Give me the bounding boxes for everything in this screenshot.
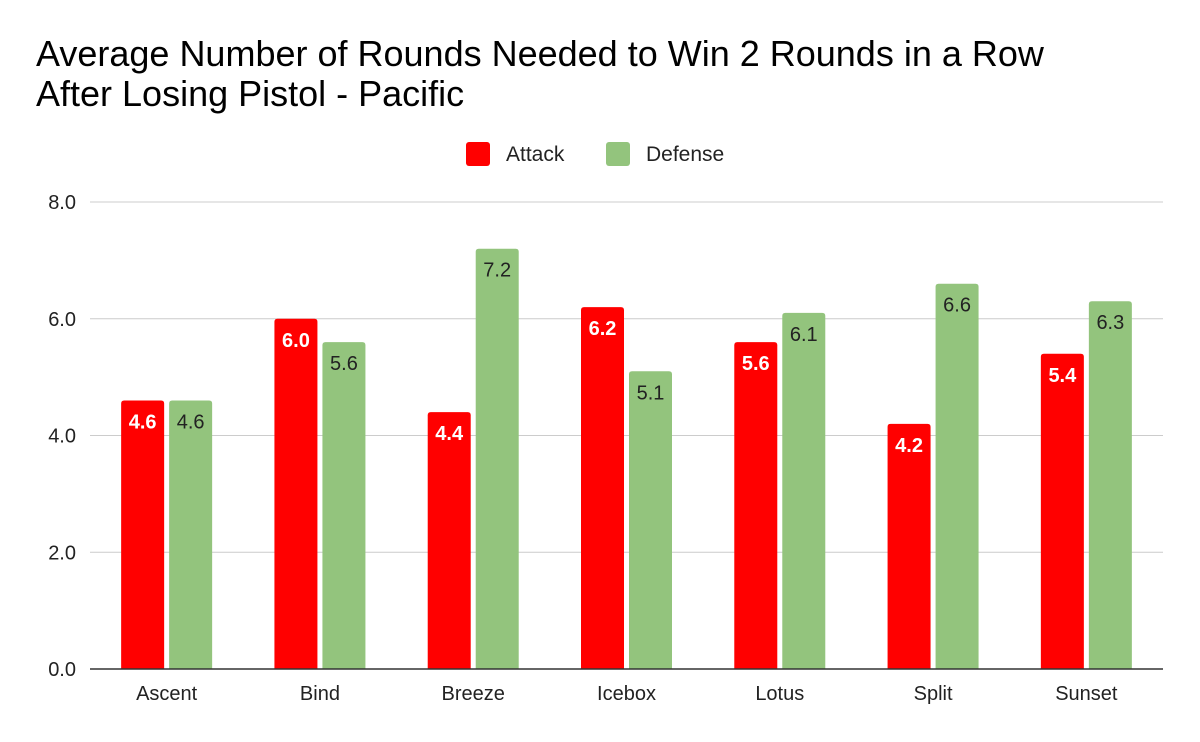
y-tick-label: 8.0	[48, 192, 76, 214]
bar-defense	[322, 342, 366, 669]
x-tick-label: Breeze	[442, 683, 505, 705]
chart-title: Average Number of Rounds Needed to Win 2…	[36, 34, 1186, 114]
legend-swatch-attack	[466, 142, 490, 166]
x-axis: Ascent Bind Breeze Icebox Lotus Split Sunset	[90, 668, 1163, 705]
y-tick-label: 4.0	[48, 426, 76, 448]
x-tick-label: Ascent	[136, 683, 198, 705]
legend-swatch-defense	[606, 142, 630, 166]
data-label: 4.6	[129, 411, 157, 433]
x-tick-label: Split	[914, 683, 953, 705]
bar-attack	[274, 318, 318, 669]
bar-attack	[1040, 353, 1084, 669]
data-label: 7.2	[483, 260, 511, 282]
bar-defense	[782, 312, 826, 669]
x-tick-label: Lotus	[755, 683, 804, 705]
data-label: 6.0	[282, 330, 310, 352]
gridlines	[90, 201, 1163, 553]
data-label: 6.2	[589, 318, 617, 340]
data-label: 4.6	[177, 411, 205, 433]
data-label: 6.1	[790, 324, 818, 346]
chart-title-line-1: Average Number of Rounds Needed to Win 2…	[36, 33, 1044, 74]
data-label: 5.1	[637, 382, 665, 404]
x-tick-label: Sunset	[1055, 683, 1118, 705]
data-label: 5.6	[330, 353, 358, 375]
x-tick-label: Icebox	[597, 683, 656, 705]
y-tick-label: 2.0	[48, 542, 76, 564]
data-label: 6.6	[943, 295, 971, 317]
data-label: 6.3	[1096, 312, 1124, 334]
y-tick-label: 0.0	[48, 659, 76, 681]
chart-title-line-2: After Losing Pistol - Pacific	[36, 73, 465, 114]
legend: Attack Defense	[466, 142, 724, 166]
bar-attack	[581, 307, 624, 669]
data-label: 4.2	[895, 435, 923, 457]
bar-defense	[169, 400, 213, 669]
bar-defense	[935, 283, 979, 669]
bar-attack	[427, 412, 471, 669]
bar-defense	[475, 248, 519, 669]
bar-defense	[629, 371, 672, 669]
data-label: 5.6	[742, 353, 770, 375]
x-tick-label: Bind	[300, 683, 340, 705]
bars: 4.6 4.6 6.0 5.6 4.4 7.2 6.2 5.1 5.6 6.1 4.2 6.6 5.4 6…	[121, 248, 1132, 669]
legend-label-defense: Defense	[646, 143, 724, 166]
bar-attack	[734, 342, 778, 669]
bar-defense	[1088, 301, 1132, 669]
y-tick-label: 6.0	[48, 309, 76, 331]
bar-attack	[887, 423, 931, 669]
legend-label-attack: Attack	[506, 143, 565, 166]
data-label: 5.4	[1048, 365, 1077, 387]
data-label: 4.4	[435, 423, 464, 445]
y-axis: 0.0 2.0 4.0 6.0 8.0	[48, 192, 76, 681]
bar-attack	[121, 400, 165, 669]
